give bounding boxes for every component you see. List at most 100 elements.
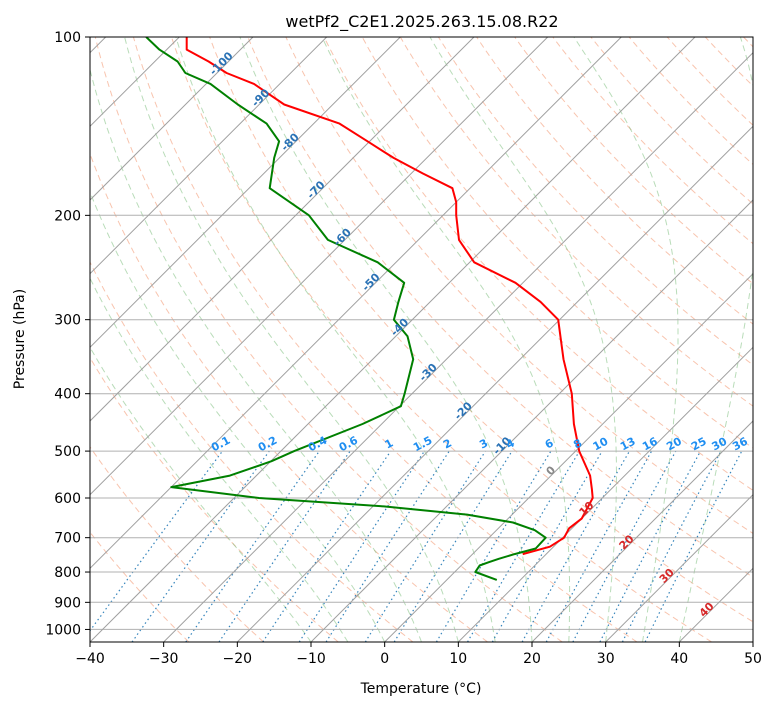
x-tick-label: 40 (670, 651, 688, 667)
isotherm-line (605, 493, 753, 642)
plot-frame (89, 36, 754, 643)
isotherm-label: -80 (279, 130, 302, 153)
dry-adiabat (514, 37, 753, 285)
moist-adiabat (90, 190, 386, 642)
mixing-ratio-line (90, 450, 223, 632)
mixing-ratio-line (393, 450, 513, 642)
y-axis-label: Pressure (hPa) (12, 289, 28, 389)
x-tick-label: 50 (744, 651, 762, 667)
moist-adiabat (90, 346, 312, 642)
isotherm-line (457, 346, 753, 642)
isotherm-label: -90 (249, 86, 272, 109)
dry-adiabat (132, 37, 638, 642)
axes-ticks: −40 −30 −20 −10 0 10 20 30 40 50 1000 900 800 700 600 5… (45, 30, 762, 667)
x-tick-label: −30 (149, 651, 179, 667)
mixing-ratio-label: 16 (640, 435, 660, 454)
mixing-ratio-label: 36 (730, 435, 750, 454)
isotherm-line (90, 37, 254, 201)
mixing-ratio-line (644, 450, 743, 642)
moist-adiabat (429, 37, 617, 642)
mixing-ratio-label: 25 (689, 435, 709, 454)
dry-adiabat (171, 37, 712, 642)
dry-adiabat (247, 37, 753, 578)
dry-adiabat (90, 531, 190, 642)
moist-adiabat (321, 37, 571, 642)
dry-adiabat (90, 446, 264, 642)
x-tick-label: −20 (223, 651, 253, 667)
isotherm-line (90, 37, 328, 275)
y-tick-label: 600 (54, 491, 81, 507)
moist-adiabat (175, 37, 496, 642)
dry-adiabat (743, 37, 753, 48)
mixing-ratio-label: 20 (664, 435, 684, 454)
isotherm-line (310, 199, 753, 642)
dry-adiabat (590, 37, 753, 205)
moist-adiabat (90, 67, 422, 642)
x-tick-label: 10 (449, 651, 467, 667)
reference-labels: -100-90-80-70-60-50-40-30-20-10010203040… (207, 49, 750, 620)
y-tick-label: 100 (54, 30, 81, 46)
isotherm-line (236, 125, 753, 642)
dry-adiabat (90, 152, 488, 642)
reference-grid (90, 37, 753, 642)
x-tick-label: 20 (523, 651, 541, 667)
y-tick-label: 900 (54, 595, 81, 611)
dewpoint-profile (145, 37, 547, 581)
isotherm-label: -50 (359, 270, 382, 293)
mixing-ratio-line (298, 450, 425, 642)
isotherm-label: -30 (417, 361, 440, 384)
y-tick-label: 400 (54, 387, 81, 403)
isotherm-label: -100 (207, 49, 236, 78)
dry-adiabat (90, 356, 339, 642)
mixing-ratio-line (325, 450, 450, 642)
y-tick-label: 500 (54, 444, 81, 460)
dry-adiabat (666, 37, 753, 126)
mixing-ratio-label: 13 (618, 435, 638, 454)
x-tick-label: −40 (75, 651, 105, 667)
x-tick-label: −10 (296, 651, 326, 667)
y-tick-label: 700 (54, 531, 81, 547)
mixing-ratio-label: 2 (441, 436, 454, 451)
dry-adiabat (90, 260, 414, 642)
mixing-ratio-line (218, 450, 351, 642)
isotherm-label: 10 (577, 499, 597, 519)
dry-adiabat (552, 37, 753, 245)
moist-adiabat (678, 37, 753, 642)
moist-adiabat (239, 37, 533, 642)
title-text: wetPf2_C2E1.2025.263.15.08.R22 (285, 12, 558, 32)
isotherm-line (90, 37, 696, 642)
mixing-ratio-label: 6 (543, 436, 556, 451)
mixing-ratio-line (364, 450, 486, 642)
isotherm-line (531, 420, 753, 642)
isotherm-label: -20 (452, 399, 475, 422)
isotherm-line (90, 37, 475, 422)
isotherm-line (752, 641, 753, 642)
mixing-ratio-line (131, 450, 270, 642)
x-axis-label: Temperature (°C) (360, 681, 482, 697)
y-tick-label: 800 (54, 565, 81, 581)
y-tick-label: 1000 (45, 622, 81, 638)
dry-adiabat (285, 37, 753, 535)
mixing-ratio-line (262, 450, 392, 642)
isotherm-line (90, 37, 622, 570)
mixing-ratio-label: 30 (710, 435, 730, 454)
dry-adiabat (476, 37, 753, 325)
mixing-ratio-line (599, 450, 702, 642)
x-tick-label: 30 (597, 651, 615, 667)
mixing-ratio-line (572, 450, 677, 642)
isotherm-line (678, 567, 753, 642)
mixing-ratio-label: 10 (591, 435, 611, 454)
y-tick-label: 300 (54, 313, 81, 329)
mixing-ratio-line (185, 450, 320, 642)
isotherm-line (90, 37, 549, 496)
isotherm-line (384, 272, 753, 642)
mixing-ratio-line (466, 450, 580, 642)
dry-adiabat (437, 37, 753, 366)
isotherm-line (90, 37, 401, 349)
dry-adiabat (94, 37, 563, 642)
y-tick-label: 200 (54, 208, 81, 224)
dry-adiabat (209, 37, 753, 623)
moist-adiabat (573, 37, 679, 642)
temperature-profile (185, 37, 594, 556)
